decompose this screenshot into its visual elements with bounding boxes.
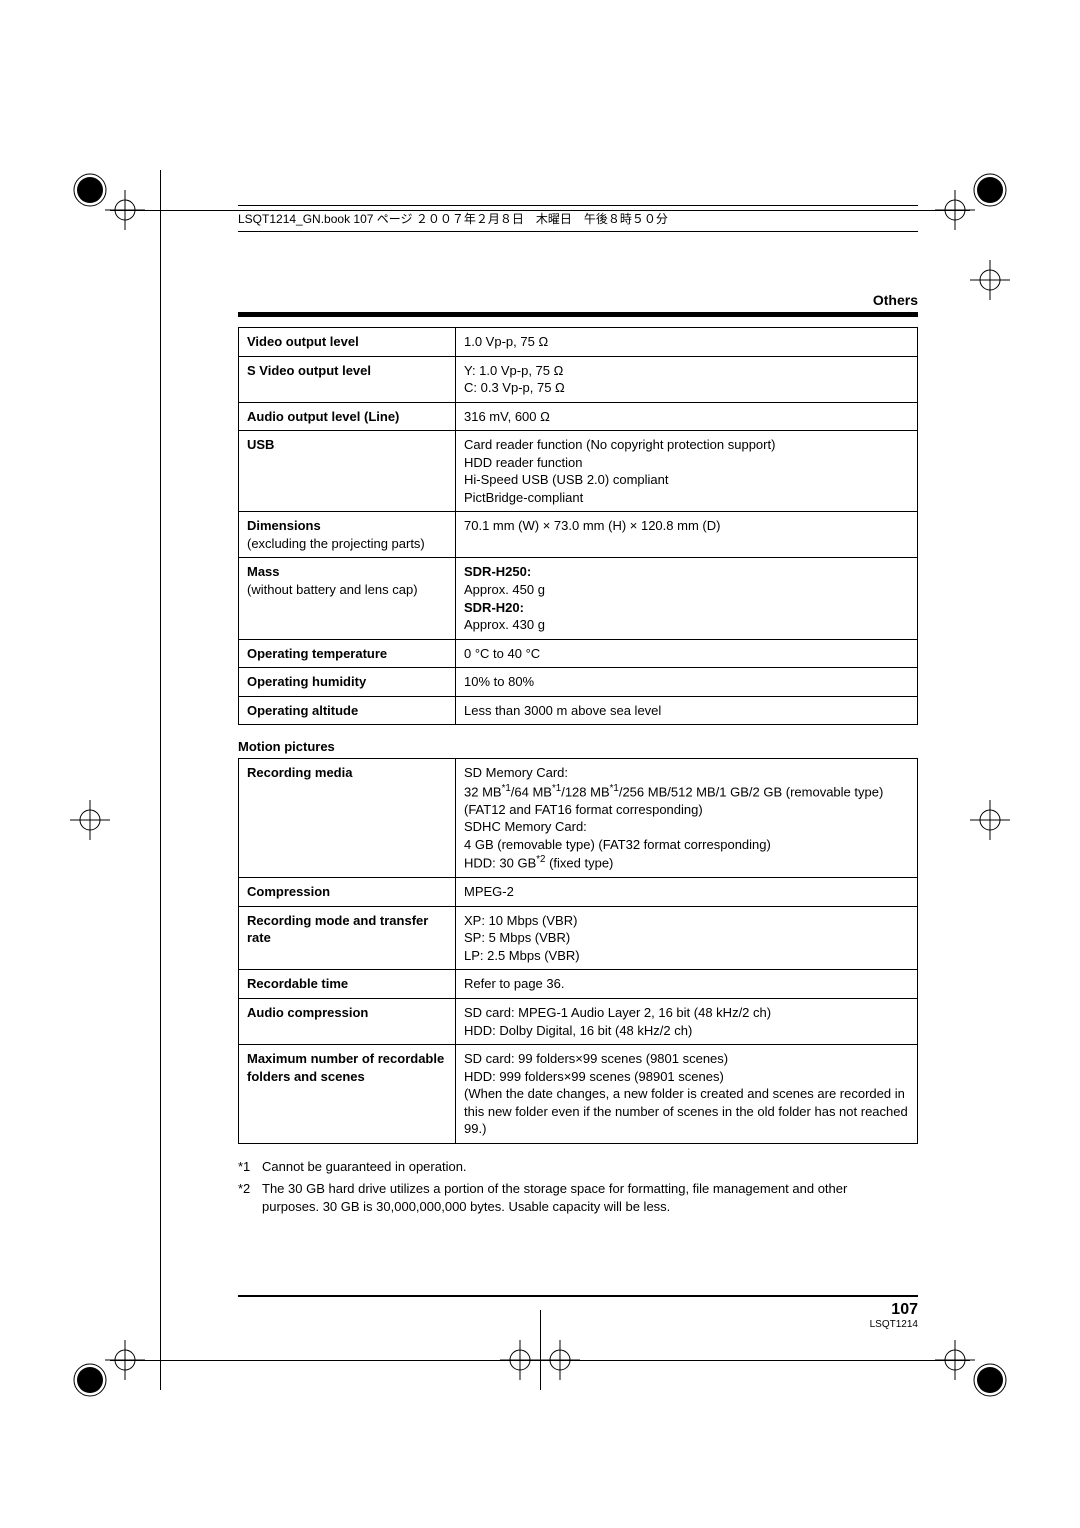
spec-value: 70.1 mm (W) × 73.0 mm (H) × 120.8 mm (D)	[456, 512, 918, 558]
registration-cross-icon	[970, 800, 1010, 840]
spec-label: Dimensions(excluding the projecting part…	[239, 512, 456, 558]
registration-dot-icon	[70, 170, 110, 210]
spec-value: Refer to page 36.	[456, 970, 918, 999]
registration-cross-icon	[105, 1340, 145, 1380]
spec-value: 0 °C to 40 °C	[456, 639, 918, 668]
footer-code: LSQT1214	[238, 1319, 918, 1330]
footnote: *2The 30 GB hard drive utilizes a portio…	[238, 1180, 918, 1216]
registration-cross-icon	[935, 1340, 975, 1380]
registration-cross-icon	[105, 190, 145, 230]
spec-value: 1.0 Vp-p, 75 Ω	[456, 328, 918, 357]
page-footer: 107 LSQT1214	[238, 1295, 918, 1330]
spec-value: 10% to 80%	[456, 668, 918, 697]
spec-value: SD Memory Card:32 MB*1/64 MB*1/128 MB*1/…	[456, 759, 918, 878]
spec-value: MPEG-2	[456, 878, 918, 907]
registration-dot-icon	[970, 1360, 1010, 1400]
page-content: LSQT1214_GN.book 107 ページ ２００７年２月８日 木曜日 午…	[238, 205, 918, 1216]
spec-label: Operating humidity	[239, 668, 456, 697]
spec-label: Audio compression	[239, 998, 456, 1044]
motion-pictures-label: Motion pictures	[238, 739, 918, 754]
registration-cross-icon	[540, 1340, 580, 1380]
spec-value: SD card: 99 folders×99 scenes (9801 scen…	[456, 1045, 918, 1144]
header-rule	[238, 312, 918, 317]
spec-label: Recording media	[239, 759, 456, 878]
spec-label: USB	[239, 431, 456, 512]
spec-label: Compression	[239, 878, 456, 907]
registration-cross-icon	[500, 1340, 540, 1380]
footnote: *1Cannot be guaranteed in operation.	[238, 1158, 918, 1176]
spec-label: Recordable time	[239, 970, 456, 999]
spec-label: Maximum number of recordable folders and…	[239, 1045, 456, 1144]
book-header-line: LSQT1214_GN.book 107 ページ ２００７年２月８日 木曜日 午…	[238, 205, 918, 232]
footer-rule	[238, 1295, 918, 1297]
registration-cross-icon	[935, 190, 975, 230]
registration-dot-icon	[70, 1360, 110, 1400]
spec-value: Y: 1.0 Vp-p, 75 ΩC: 0.3 Vp-p, 75 Ω	[456, 356, 918, 402]
registration-cross-icon	[70, 800, 110, 840]
spec-value: 316 mV, 600 Ω	[456, 402, 918, 431]
spec-value: Less than 3000 m above sea level	[456, 696, 918, 725]
page-number: 107	[238, 1301, 918, 1319]
spec-value: XP: 10 Mbps (VBR)SP: 5 Mbps (VBR)LP: 2.5…	[456, 906, 918, 970]
spec-label: Video output level	[239, 328, 456, 357]
spec-label: Operating temperature	[239, 639, 456, 668]
footnotes: *1Cannot be guaranteed in operation. *2Th…	[238, 1158, 918, 1217]
spec-label: Mass(without battery and lens cap)	[239, 558, 456, 639]
registration-cross-icon	[970, 260, 1010, 300]
spec-label: Recording mode and transfer rate	[239, 906, 456, 970]
spec-table-1: Video output level1.0 Vp-p, 75 ΩS Video …	[238, 327, 918, 725]
spec-label: S Video output level	[239, 356, 456, 402]
spec-value: Card reader function (No copyright prote…	[456, 431, 918, 512]
spec-label: Operating altitude	[239, 696, 456, 725]
spec-value: SD card: MPEG-1 Audio Layer 2, 16 bit (4…	[456, 998, 918, 1044]
spec-value: SDR-H250:Approx. 450 gSDR-H20:Approx. 43…	[456, 558, 918, 639]
registration-dot-icon	[970, 170, 1010, 210]
spec-table-2: Recording mediaSD Memory Card:32 MB*1/64…	[238, 758, 918, 1144]
spec-label: Audio output level (Line)	[239, 402, 456, 431]
section-header: Others	[238, 292, 918, 308]
